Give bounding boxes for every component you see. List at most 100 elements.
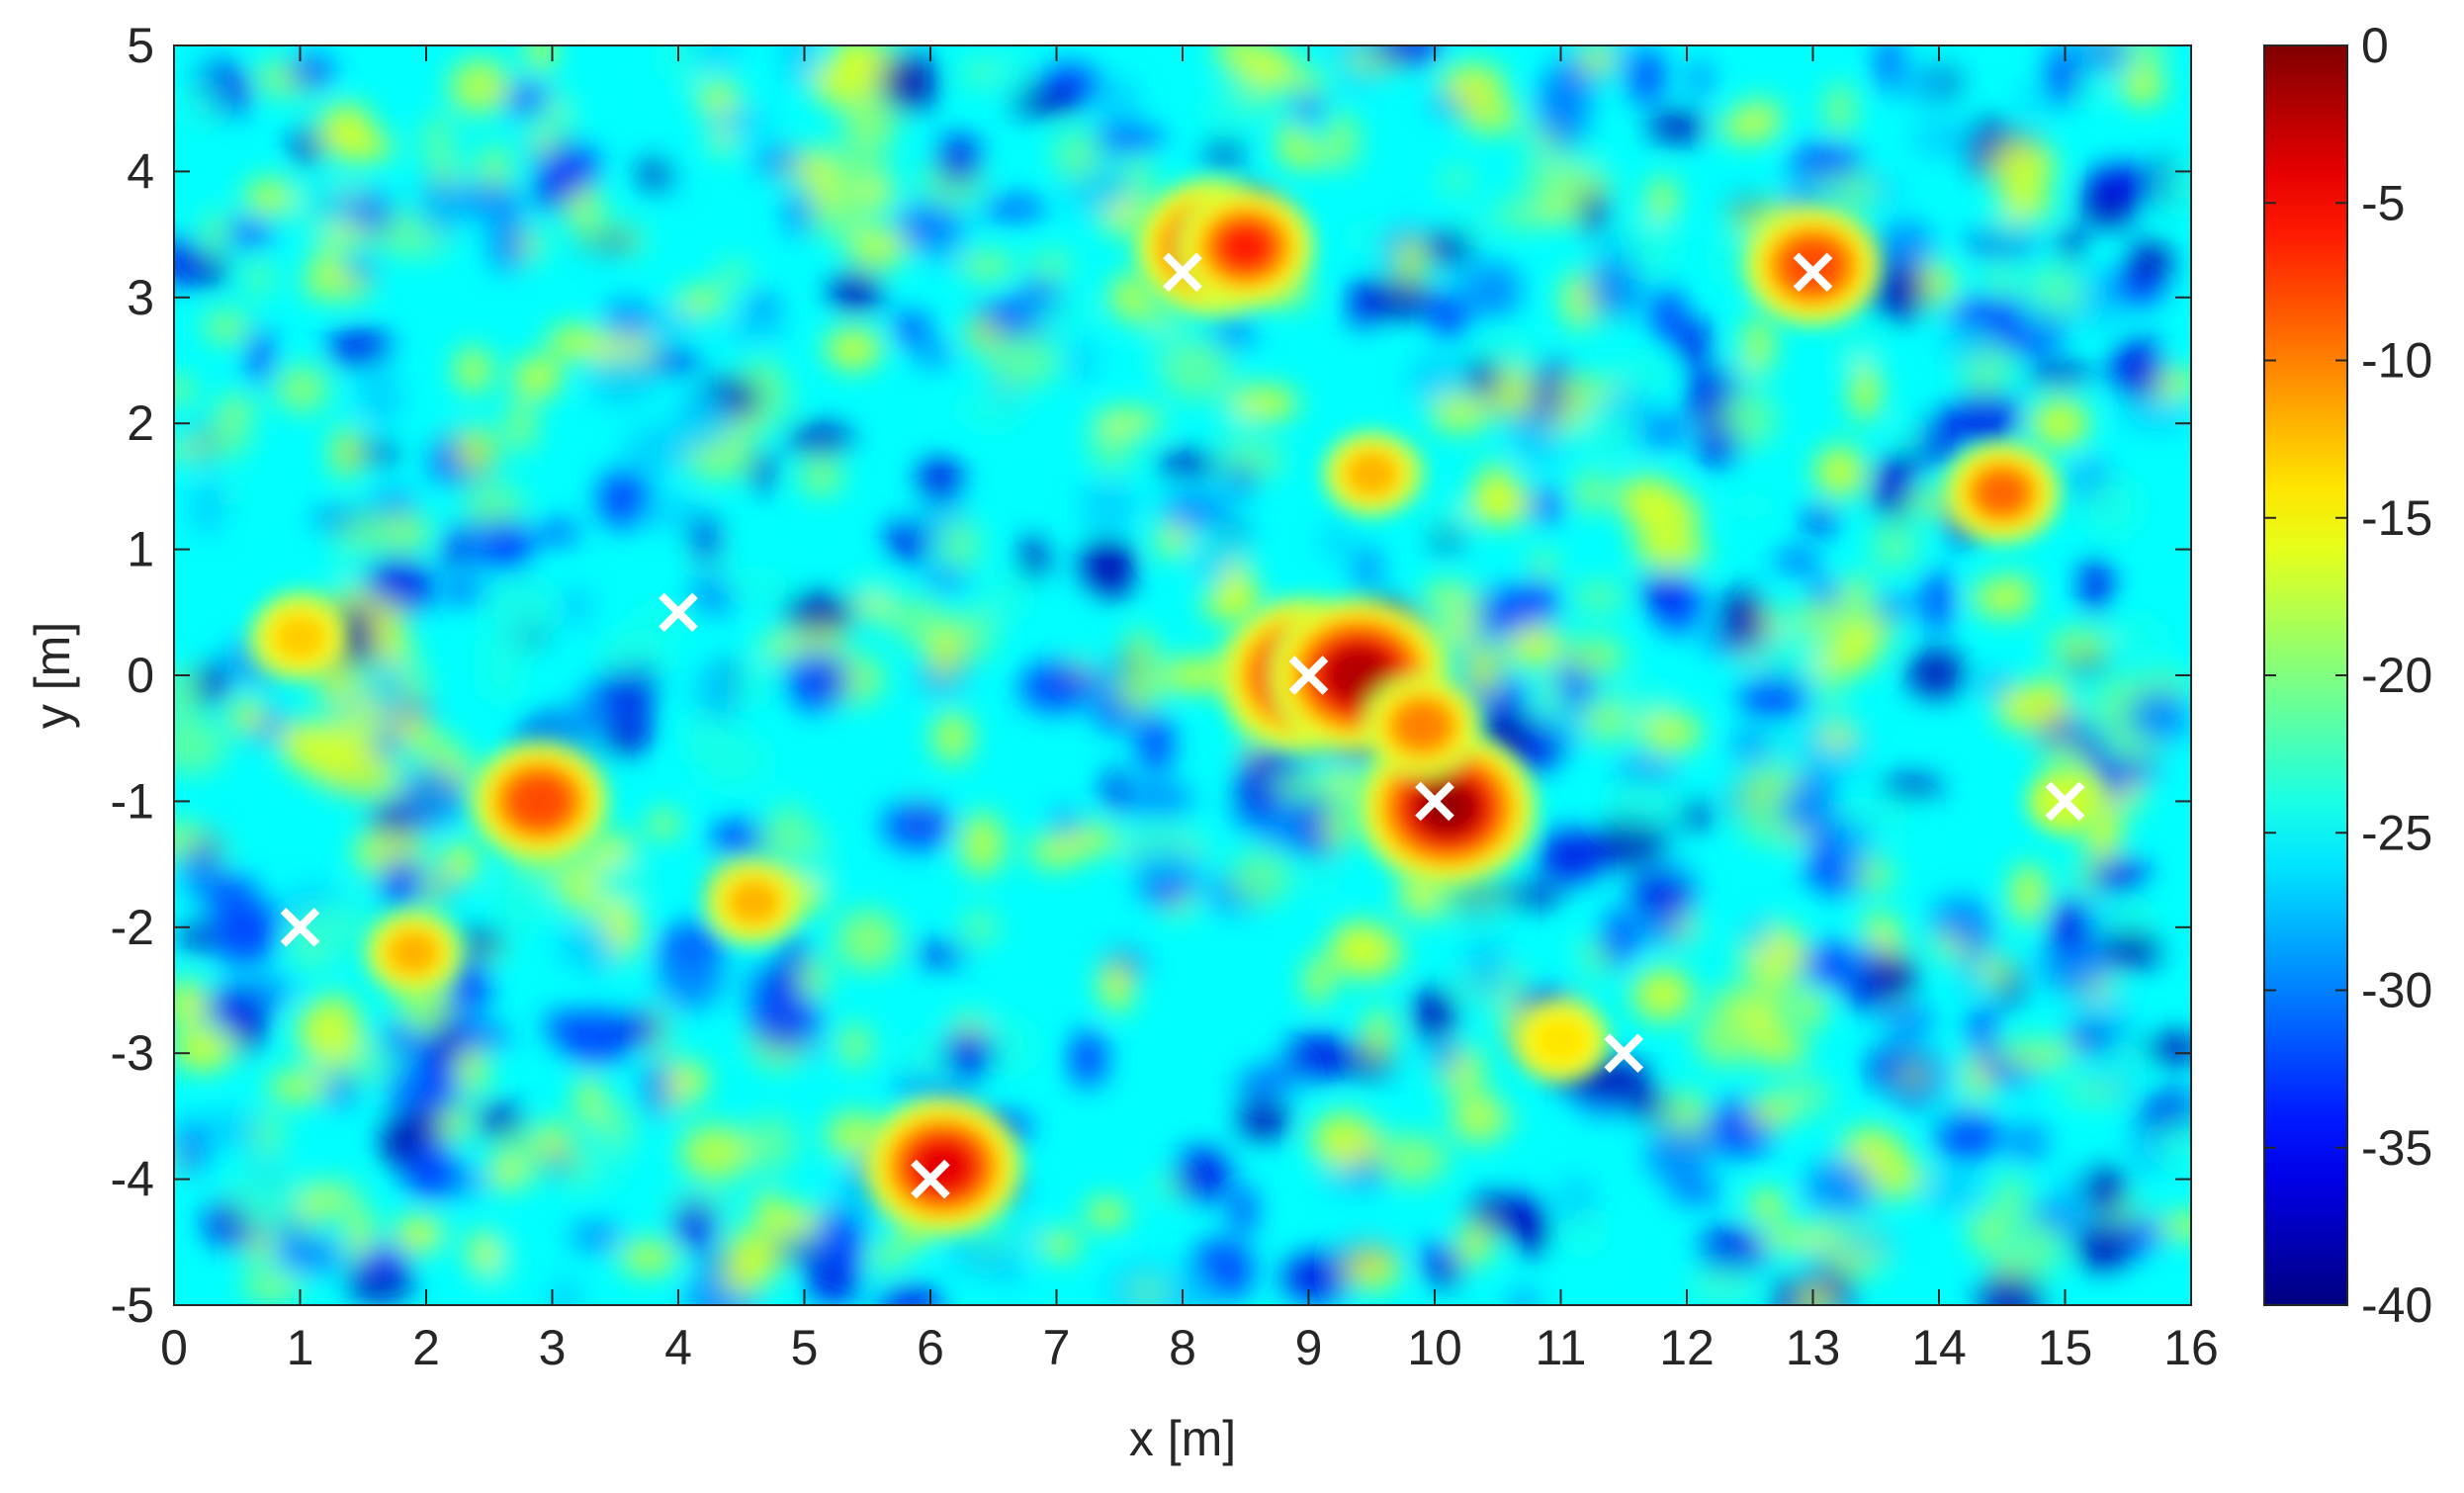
heatmap-texture-blob	[1586, 259, 1644, 317]
heatmap-texture-blob	[312, 191, 349, 220]
heatmap-texture-blob	[455, 426, 497, 476]
x-tick-label: 10	[1407, 1320, 1462, 1375]
heatmap-texture-blob	[1440, 63, 1506, 106]
heatmap-texture-blob	[1919, 412, 1956, 466]
heatmap-texture-blob	[1697, 425, 1740, 467]
heatmap-texture-blob	[419, 177, 469, 239]
heatmap-texture-blob	[211, 904, 278, 966]
heatmap-texture-blob	[393, 1059, 423, 1118]
heatmap-texture-blob	[1839, 577, 1874, 605]
heatmap-texture-blob	[1622, 911, 1690, 943]
heatmap-texture-blob	[932, 711, 973, 763]
heatmap-texture-blob	[1248, 1062, 1301, 1094]
heatmap-texture-blob	[536, 521, 580, 544]
heatmap-texture-blob	[1509, 1289, 1538, 1305]
heatmap-texture-blob	[494, 870, 547, 933]
heatmap-texture-blob	[355, 1243, 410, 1279]
heatmap-texture-blob	[641, 1060, 673, 1117]
heatmap-texture-blob	[1647, 177, 1678, 221]
heatmap-texture-blob	[691, 663, 738, 719]
y-axis-label: y [m]	[25, 622, 80, 729]
heatmap-texture-blob	[1988, 214, 2024, 244]
heatmap-texture-blob	[1804, 1159, 1881, 1214]
heatmap-texture-blob	[1008, 88, 1083, 116]
heatmap-texture-blob	[836, 909, 902, 971]
heatmap-texture-blob	[2156, 1212, 2191, 1239]
heatmap-texture-blob	[996, 49, 1035, 91]
heatmap-texture-blob	[481, 661, 522, 703]
heatmap-texture-blob	[174, 979, 208, 1028]
heatmap-texture-blob	[474, 637, 540, 664]
heatmap-texture-blob	[690, 515, 722, 565]
heatmap-texture-blob	[1377, 1134, 1448, 1185]
heatmap-texture-blob	[773, 801, 804, 851]
heatmap-texture-blob	[1816, 723, 1858, 747]
heatmap-texture-blob	[565, 1142, 590, 1191]
heatmap-texture-blob	[709, 108, 772, 136]
heatmap-texture-blob	[744, 1114, 798, 1173]
heatmap-texture-blob	[174, 665, 200, 724]
x-axis-label: x [m]	[1129, 1411, 1236, 1466]
heatmap-texture-blob	[799, 955, 829, 1002]
heatmap-texture-blob	[964, 58, 995, 87]
heatmap-texture-blob	[454, 347, 492, 394]
heatmap-texture-blob	[953, 608, 997, 661]
heatmap-texture-blob	[1364, 1009, 1392, 1061]
heatmap-texture-blob	[292, 127, 322, 166]
colorbar-tick-label: 0	[2361, 18, 2389, 73]
heatmap-texture-blob	[615, 715, 656, 745]
heatmap-texture-blob	[442, 840, 478, 885]
heatmap-texture-blob	[784, 189, 814, 237]
heatmap-texture-blob	[799, 459, 843, 495]
heatmap-texture-blob	[320, 995, 354, 1019]
heatmap-texture-blob	[1850, 361, 1881, 422]
marker-x	[659, 592, 698, 633]
heatmap-texture-blob	[591, 861, 655, 904]
heatmap-texture-blob	[604, 299, 652, 339]
heatmap-texture-blob	[393, 1216, 444, 1252]
x-tick-label: 9	[1295, 1320, 1323, 1375]
heatmap-texture-blob	[1305, 956, 1331, 1006]
heatmap-texture-blob	[1230, 1185, 1257, 1236]
heatmap-texture-blob	[1408, 354, 1461, 403]
heatmap-texture-blob	[1456, 592, 1485, 623]
heatmap-texture-blob	[2074, 727, 2105, 759]
heatmap-texture-blob	[560, 584, 593, 630]
heatmap-texture-blob	[1989, 139, 2056, 195]
heatmap-texture-blob	[1831, 1233, 1903, 1256]
heatmap-texture-blob	[1694, 1010, 1758, 1066]
heatmap-texture-blob	[1394, 234, 1426, 294]
heatmap-texture-blob	[2105, 619, 2168, 650]
heatmap-texture-blob	[958, 391, 1027, 428]
heatmap-texture-blob	[1745, 914, 1771, 956]
heatmap-texture-blob	[372, 658, 402, 721]
marker-x	[1163, 252, 1202, 293]
heatmap-texture-blob	[2079, 475, 2142, 539]
heatmap-texture-blob	[2090, 856, 2149, 894]
heatmap-texture-blob	[596, 1136, 625, 1193]
heatmap-texture-blob	[885, 519, 932, 564]
heatmap-texture-blob	[1157, 520, 1188, 558]
heatmap-texture-blob	[891, 312, 932, 344]
heatmap-texture-blob	[1759, 732, 1788, 756]
heatmap-texture-blob	[939, 520, 983, 570]
heatmap-texture-blob	[2157, 163, 2191, 212]
heatmap-texture-blob	[1220, 562, 1255, 622]
heatmap-texture-blob	[231, 698, 266, 735]
heatmap-texture-blob	[1456, 1222, 1493, 1267]
heatmap-texture-blob	[842, 100, 898, 146]
heatmap-texture-blob	[1576, 408, 1640, 456]
heatmap-texture-blob	[1029, 249, 1074, 282]
heatmap-texture-blob	[1735, 493, 1769, 519]
heatmap-texture-blob	[1894, 65, 1946, 103]
heatmap-texture-blob	[1626, 46, 1666, 105]
heatmap-texture-blob	[1812, 650, 1856, 678]
heatmap-texture-blob	[441, 531, 470, 570]
heatmap-texture-blob	[2083, 1166, 2127, 1214]
heatmap-texture-blob	[1895, 449, 1923, 471]
heatmap-texture-blob	[1329, 785, 1363, 846]
heatmap-texture-blob	[1094, 409, 1165, 431]
heatmap-texture-blob	[919, 460, 963, 505]
heatmap-texture-blob	[710, 819, 765, 857]
